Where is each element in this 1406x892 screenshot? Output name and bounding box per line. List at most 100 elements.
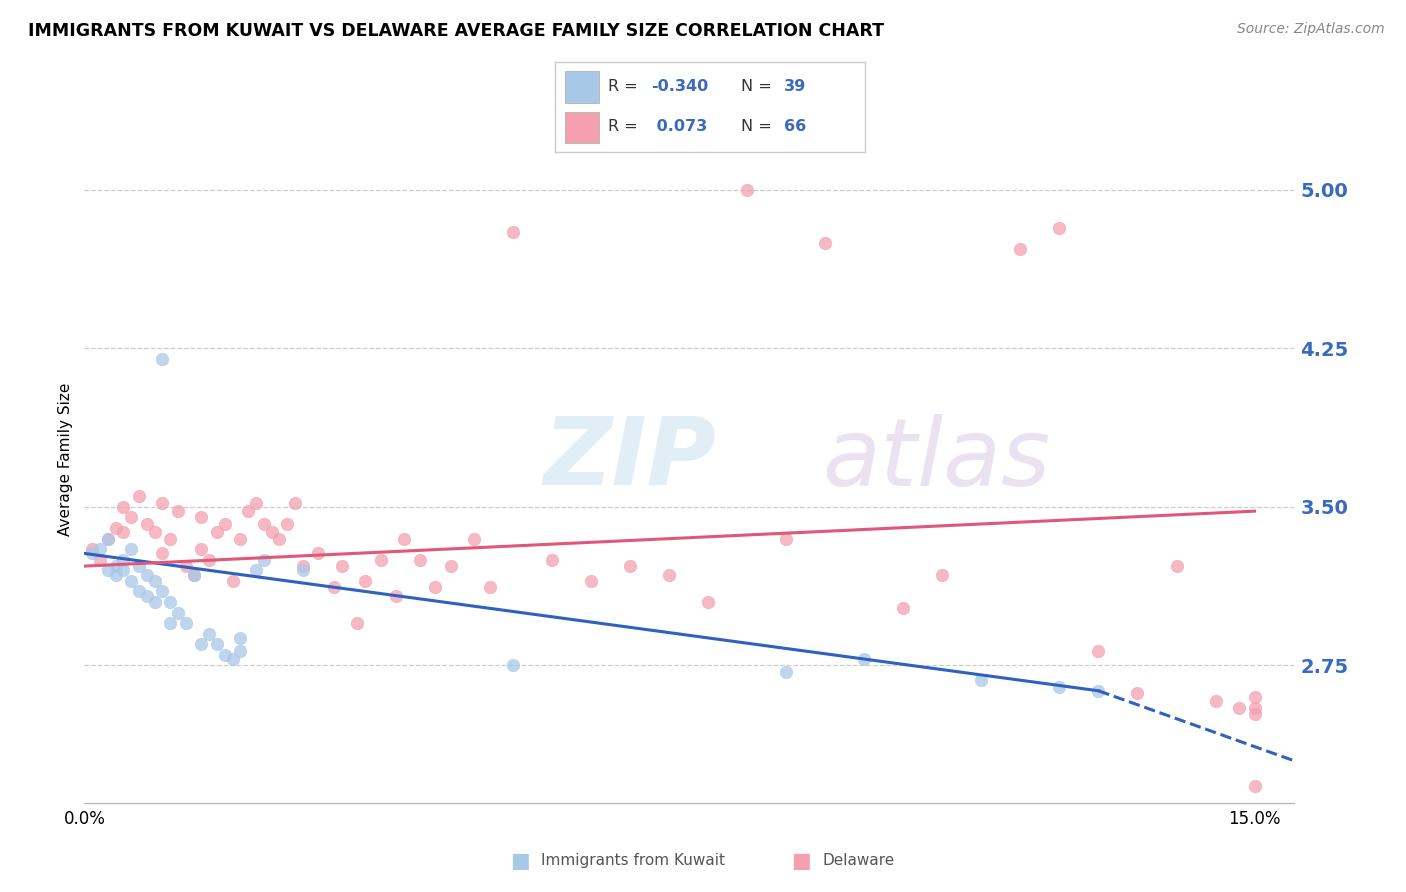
- Point: [814, 235, 837, 250]
- Point: [104, 559, 127, 574]
- Point: [1049, 680, 1071, 694]
- Text: Immigrants from Kuwait: Immigrants from Kuwait: [541, 854, 725, 868]
- Point: [1243, 700, 1265, 714]
- Point: [1243, 706, 1265, 721]
- Text: ■: ■: [792, 851, 811, 871]
- Text: -0.340: -0.340: [651, 79, 709, 94]
- Point: [120, 574, 142, 588]
- Point: [354, 574, 377, 588]
- Text: ■: ■: [510, 851, 530, 871]
- Point: [260, 525, 283, 540]
- Point: [229, 532, 252, 546]
- Point: [190, 510, 212, 524]
- Point: [581, 574, 603, 588]
- Point: [159, 616, 181, 631]
- Text: ZIP: ZIP: [544, 413, 717, 506]
- Point: [143, 595, 166, 609]
- Point: [425, 580, 447, 594]
- Point: [541, 553, 564, 567]
- Point: [658, 567, 681, 582]
- Text: Delaware: Delaware: [823, 854, 894, 868]
- Point: [120, 510, 142, 524]
- Point: [440, 559, 463, 574]
- Point: [150, 546, 173, 560]
- Point: [931, 567, 953, 582]
- Point: [104, 567, 127, 582]
- Point: [214, 516, 236, 531]
- Text: N =: N =: [741, 120, 772, 134]
- Point: [323, 580, 346, 594]
- Point: [167, 504, 190, 518]
- Text: 0.073: 0.073: [651, 120, 707, 134]
- Point: [330, 559, 353, 574]
- Point: [143, 525, 166, 540]
- Point: [82, 542, 104, 557]
- Point: [190, 637, 212, 651]
- Point: [1087, 683, 1109, 698]
- Point: [291, 563, 314, 577]
- Point: [112, 563, 135, 577]
- Point: [697, 595, 720, 609]
- Point: [97, 563, 120, 577]
- Point: [893, 601, 915, 615]
- Point: [128, 584, 150, 599]
- Point: [159, 532, 181, 546]
- Point: [245, 496, 267, 510]
- Point: [190, 542, 212, 557]
- Point: [150, 351, 173, 366]
- Point: [1166, 559, 1188, 574]
- Point: [970, 673, 993, 688]
- Point: [276, 516, 298, 531]
- Point: [775, 665, 797, 679]
- Point: [97, 532, 120, 546]
- Text: 39: 39: [785, 79, 807, 94]
- Point: [89, 553, 111, 567]
- Point: [97, 532, 120, 546]
- Point: [253, 553, 276, 567]
- Point: [112, 553, 135, 567]
- Point: [214, 648, 236, 662]
- Point: [1227, 700, 1250, 714]
- Text: IMMIGRANTS FROM KUWAIT VS DELAWARE AVERAGE FAMILY SIZE CORRELATION CHART: IMMIGRANTS FROM KUWAIT VS DELAWARE AVERA…: [28, 22, 884, 40]
- Point: [1010, 242, 1032, 256]
- Text: atlas: atlas: [823, 414, 1050, 505]
- Bar: [565, 71, 599, 103]
- Text: R =: R =: [607, 79, 638, 94]
- Point: [135, 567, 157, 582]
- Point: [205, 525, 228, 540]
- Bar: [565, 112, 599, 143]
- Point: [1243, 690, 1265, 705]
- Point: [238, 504, 260, 518]
- Point: [229, 631, 252, 645]
- Point: [167, 606, 190, 620]
- Point: [174, 616, 197, 631]
- Point: [221, 652, 243, 666]
- Point: [120, 542, 142, 557]
- Point: [737, 183, 759, 197]
- Point: [409, 553, 432, 567]
- Point: [198, 626, 221, 640]
- Text: N =: N =: [741, 79, 772, 94]
- Point: [307, 546, 329, 560]
- Text: 66: 66: [785, 120, 807, 134]
- Point: [245, 563, 267, 577]
- Point: [291, 559, 314, 574]
- Point: [205, 637, 228, 651]
- Text: Source: ZipAtlas.com: Source: ZipAtlas.com: [1237, 22, 1385, 37]
- Point: [135, 589, 157, 603]
- Point: [392, 532, 415, 546]
- Point: [89, 542, 111, 557]
- Point: [221, 574, 243, 588]
- Point: [370, 553, 392, 567]
- Point: [198, 553, 221, 567]
- Point: [159, 595, 181, 609]
- Point: [128, 489, 150, 503]
- Point: [1087, 643, 1109, 657]
- Point: [135, 516, 157, 531]
- Point: [1049, 221, 1071, 235]
- Point: [284, 496, 307, 510]
- Point: [853, 652, 876, 666]
- Point: [112, 500, 135, 514]
- Point: [104, 521, 127, 535]
- Point: [502, 658, 524, 673]
